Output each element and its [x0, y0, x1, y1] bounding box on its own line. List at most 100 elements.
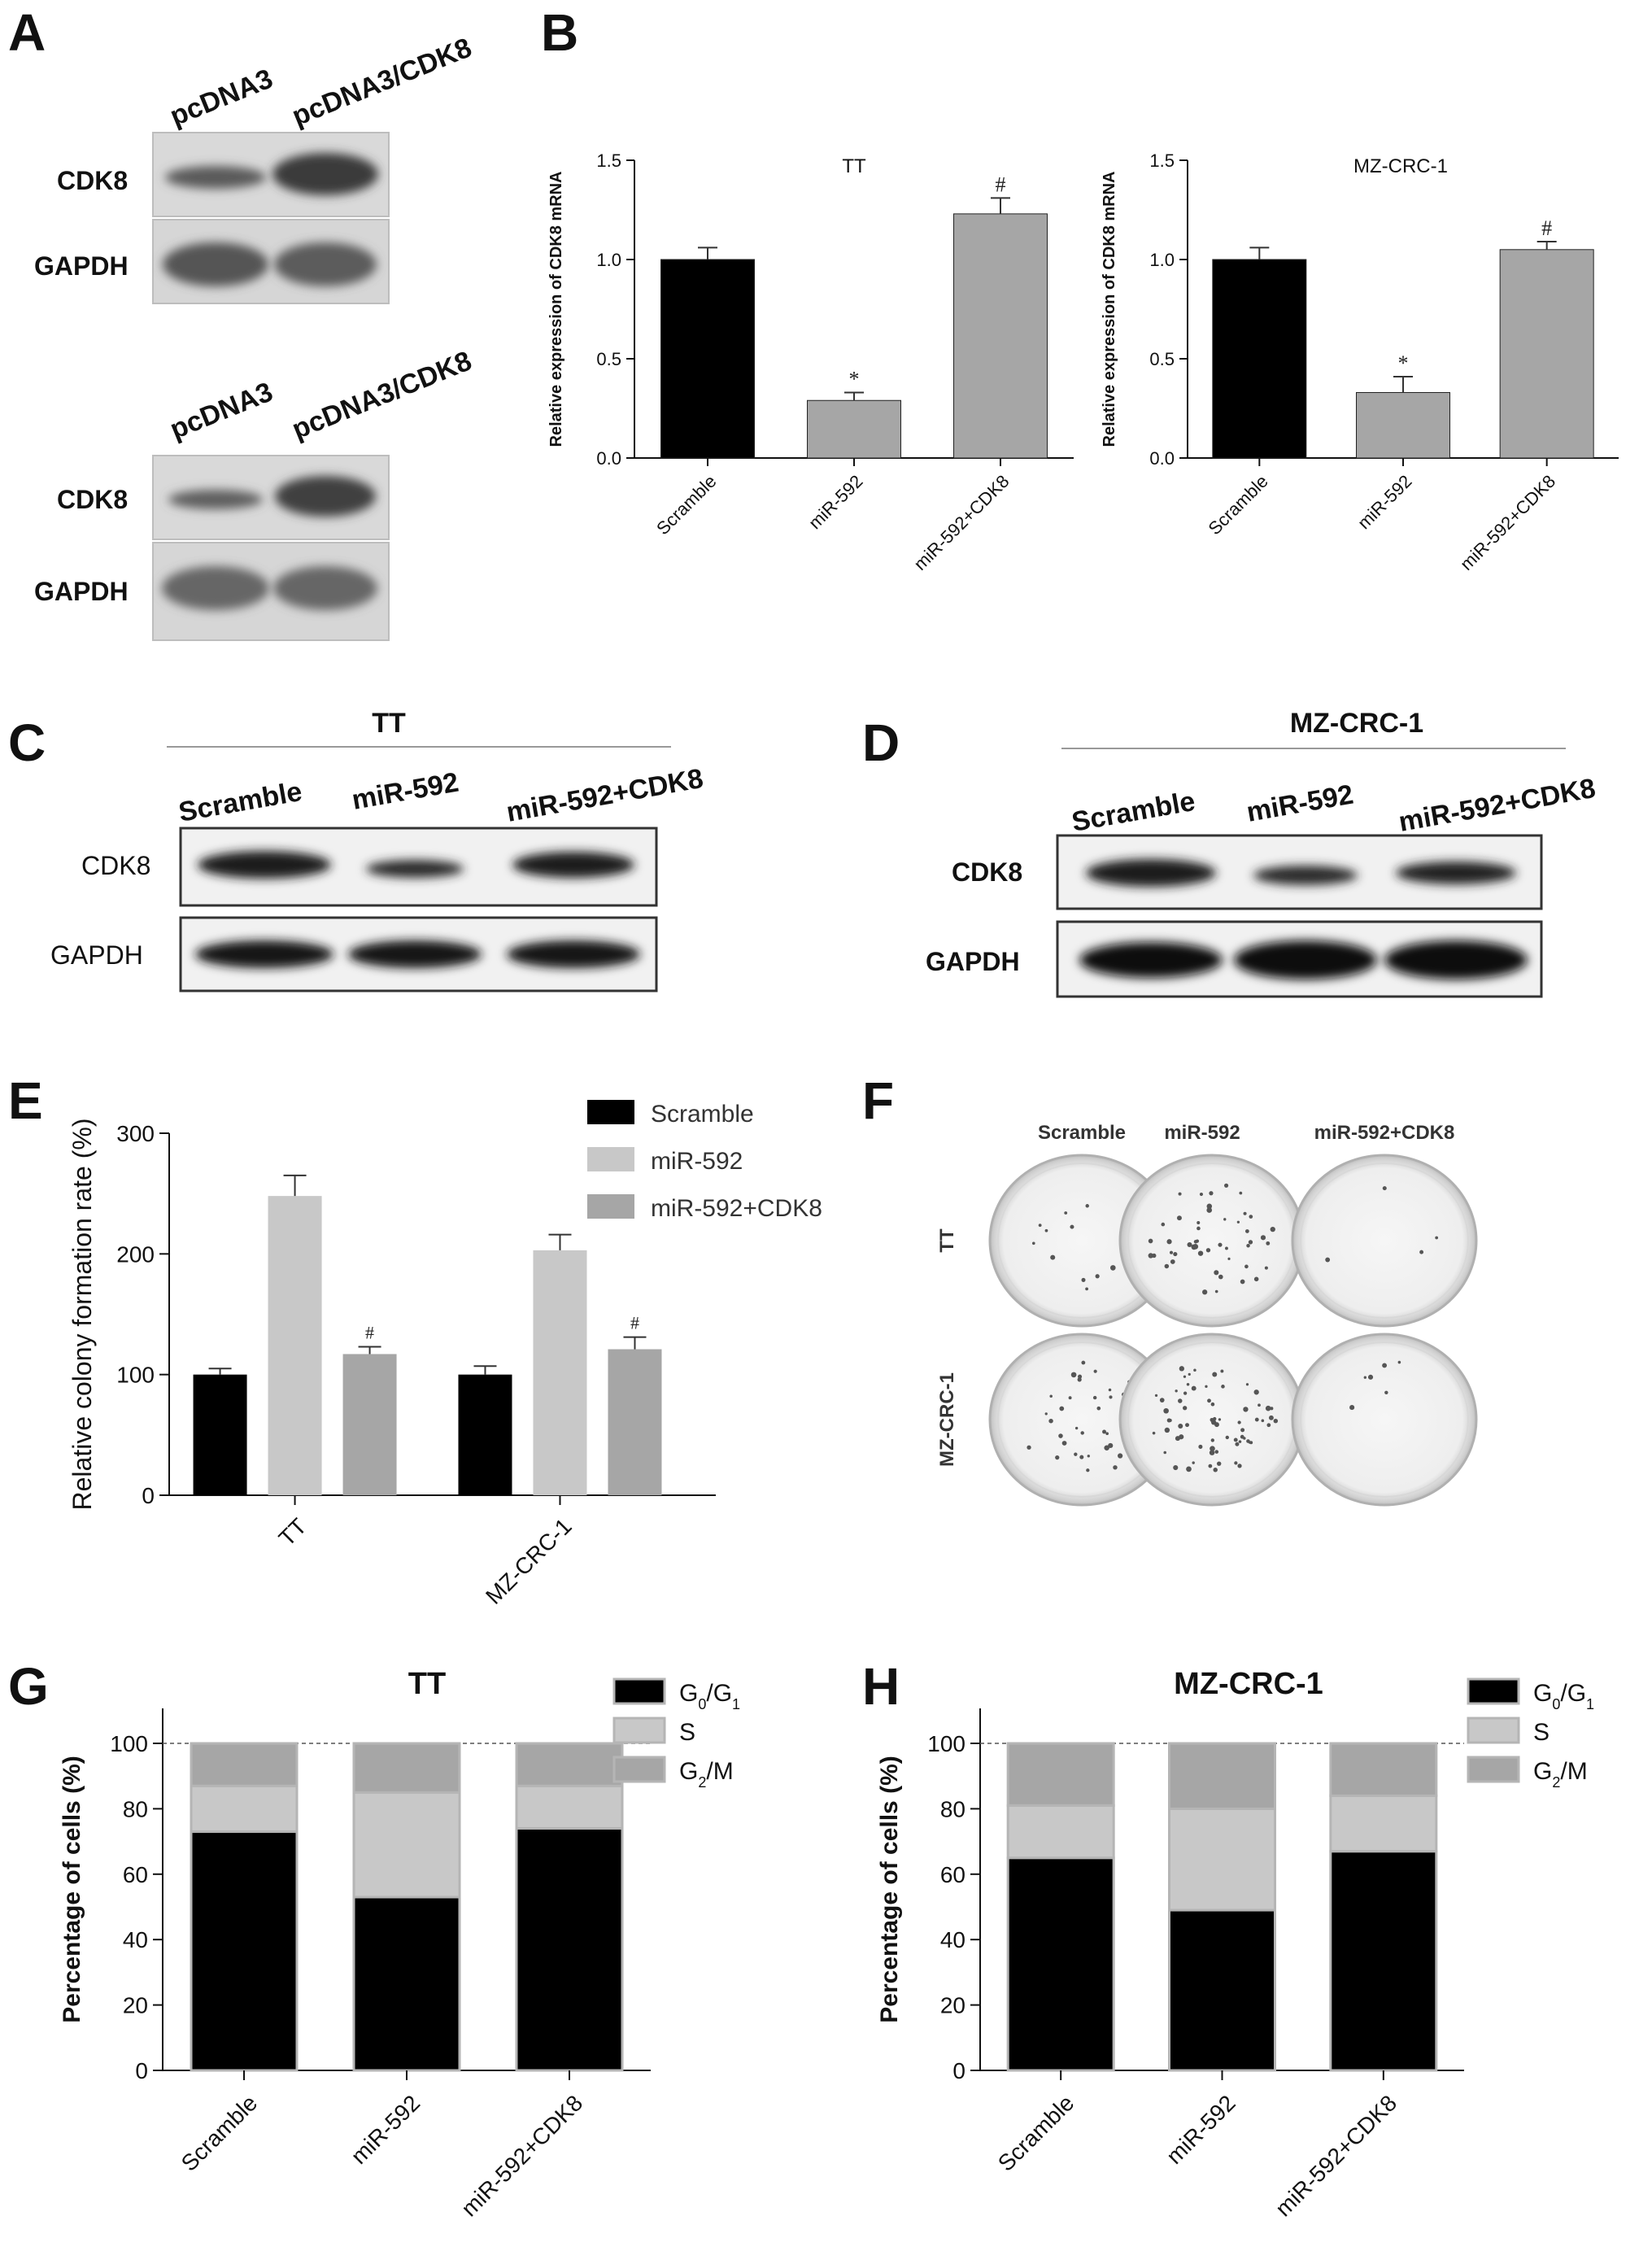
legend-swatch [612, 1677, 666, 1705]
colony-dot [1349, 1405, 1355, 1411]
dish-column-label: miR-592 [1164, 1122, 1240, 1144]
panel-label-f: F [862, 1071, 894, 1130]
colony-dot [1258, 1403, 1261, 1407]
bar-segment [1329, 1850, 1438, 2072]
colony-dot [1384, 1390, 1388, 1395]
y-tick-label: 0 [135, 2058, 148, 2083]
colony-dot [1059, 1406, 1065, 1411]
y-axis-label: Relative expression of CDK8 mRNA [547, 172, 565, 447]
colony-dot [1205, 1385, 1208, 1388]
colony-dot [1031, 1241, 1035, 1245]
colony-dot [1175, 1436, 1180, 1442]
colony-dot [1198, 1444, 1203, 1449]
colony-dot [1170, 1259, 1175, 1264]
colony-dot [1233, 1437, 1238, 1442]
x-tick-label: miR-592+CDK8 [1456, 471, 1559, 574]
x-tick-label: miR-592 [804, 471, 866, 533]
bar-segment [190, 1742, 299, 1787]
chart-g: 0 20 40 60 80 100 Percentage of cells (%) TT Scr… [59, 1667, 740, 2221]
colony-dot [1095, 1274, 1100, 1279]
colony-dot [1243, 1211, 1247, 1215]
y-tick-label: 20 [940, 1993, 965, 2018]
row-label-cdk8: CDK8 [81, 851, 150, 880]
colony-dot [1163, 1407, 1169, 1414]
colony-dot [1246, 1244, 1250, 1248]
colony-dot [1109, 1265, 1116, 1271]
colony-dot [1096, 1406, 1101, 1411]
bar-segment [190, 1784, 299, 1834]
colony-dot [1234, 1461, 1238, 1465]
x-tick-label: miR-592 [1353, 471, 1415, 533]
colony-dot [1248, 1441, 1252, 1444]
colony-dot [1085, 1204, 1089, 1208]
colony-dot [1178, 1398, 1183, 1403]
colony-dot [1183, 1375, 1187, 1378]
bar [1499, 249, 1594, 459]
y-tick-label: 60 [940, 1862, 965, 1887]
colony-dot [1237, 1464, 1242, 1468]
colony-dot [1265, 1405, 1271, 1411]
bar [268, 1196, 322, 1495]
colony-dot [1213, 1468, 1218, 1472]
colony-dot [1382, 1363, 1388, 1368]
colony-dot [1210, 1402, 1215, 1407]
blot-band [163, 242, 268, 286]
colony-dot [1186, 1466, 1192, 1472]
colony-dot [1236, 1220, 1240, 1224]
colony-dot [1077, 1374, 1083, 1379]
colony-dot [1243, 1437, 1246, 1440]
dish-rim [1300, 1341, 1469, 1498]
blot-band [198, 851, 331, 879]
row-label-gapdh: GAPDH [34, 577, 129, 606]
row-label-cdk8: CDK8 [57, 166, 128, 195]
bar-segment [190, 1830, 299, 2072]
y-tick-label: 1.0 [1149, 250, 1175, 270]
bar [1212, 259, 1307, 459]
chart-e: 0 100 200 300 Relative colony formation rate… [68, 1100, 822, 1609]
legend-label: G0/G1 [679, 1680, 740, 1712]
dish-row-label: MZ-CRC-1 [936, 1372, 958, 1467]
colony-dot [1044, 1228, 1048, 1232]
colony-dot [1086, 1468, 1090, 1472]
significance-marker: # [1541, 216, 1552, 240]
y-axis-label: Relative colony formation rate (%) [68, 1119, 97, 1511]
chart-title: MZ-CRC-1 [1174, 1667, 1323, 1701]
y-tick-label: 0.0 [1149, 448, 1175, 469]
colony-dot [1185, 1423, 1189, 1428]
blot-band [168, 490, 263, 509]
panel-a-blot-top: pcDNA3 pcDNA3/CDK8 CDK8 GAPDH [34, 32, 476, 304]
lane-label-pcdna3-cdk8: pcDNA3/CDK8 [288, 32, 476, 132]
x-tick-label: miR-592+CDK8 [456, 2090, 587, 2221]
blot-band [162, 566, 269, 610]
bar [458, 1374, 512, 1495]
colony-dot [1038, 1224, 1042, 1228]
bar-segment [1329, 1742, 1438, 1797]
significance-marker: * [1398, 351, 1409, 375]
colony-dot [1044, 1412, 1048, 1416]
colony-dot [1105, 1432, 1109, 1436]
colony-dot [1254, 1417, 1259, 1422]
bar-segment [352, 1742, 461, 1794]
panel-label-h: H [862, 1657, 900, 1716]
colony-dot [1207, 1398, 1211, 1403]
colony-dot [1218, 1418, 1222, 1421]
colony-dot [1176, 1215, 1182, 1221]
colony-dot [1178, 1423, 1183, 1429]
colony-dot [1070, 1224, 1074, 1229]
panel-label-b: B [541, 3, 578, 62]
colony-dot [1220, 1369, 1224, 1373]
colony-dot [1080, 1431, 1084, 1435]
bar [533, 1250, 587, 1495]
colony-dot [1049, 1394, 1053, 1398]
bar [1356, 391, 1450, 459]
colony-dot [1050, 1254, 1056, 1260]
y-tick-label: 100 [116, 1363, 155, 1388]
y-tick-label: 60 [123, 1862, 148, 1887]
colony-dot [1214, 1289, 1218, 1293]
colony-dot [1074, 1452, 1078, 1456]
colony-dot [1166, 1239, 1172, 1245]
bar-segment [515, 1784, 624, 1830]
dish-rim [1300, 1163, 1469, 1319]
y-tick-label: 100 [927, 1731, 965, 1756]
blot-band [165, 166, 266, 189]
